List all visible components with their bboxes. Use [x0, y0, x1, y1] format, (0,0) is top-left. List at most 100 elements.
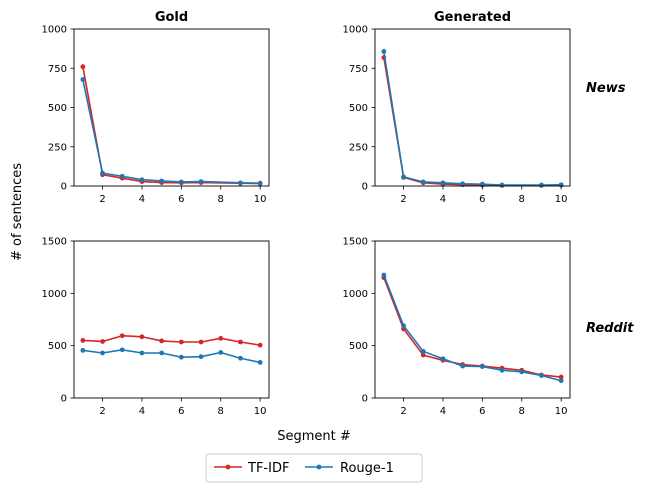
x-tick-label: 2 — [400, 406, 406, 417]
data-point-rouge1-reddit-gold — [139, 350, 145, 356]
data-point-rouge1-reddit-gold — [119, 347, 125, 353]
panel-title-news-generated: Generated — [434, 10, 511, 25]
panel-reddit-generated: 2 4 6 8 10 0 500 1000 1500 — [343, 237, 571, 417]
data-point-rouge1-news-generated — [401, 174, 406, 180]
data-point-rouge1-news-gold — [159, 178, 165, 184]
data-point-rouge1-reddit-generated — [401, 323, 406, 329]
series-line-rouge1-reddit-gold — [82, 349, 261, 364]
data-point-tfidf-reddit-generated — [558, 374, 564, 380]
data-point-tfidf-reddit-gold — [218, 335, 224, 341]
x-tick-label: 10 — [555, 406, 568, 417]
data-point-rouge1-news-gold — [119, 173, 125, 179]
x-tick-label: 10 — [555, 194, 568, 205]
series-line-tfidf-news-generated — [383, 57, 562, 187]
x-tick-label: 8 — [519, 194, 525, 205]
data-point-tfidf-reddit-gold — [100, 339, 105, 344]
axes-frame-reddit-generated — [374, 240, 571, 399]
data-point-rouge1-news-gold — [238, 180, 243, 186]
data-point-rouge1-reddit-generated — [519, 369, 525, 375]
y-tick-label: 1500 — [42, 237, 67, 248]
data-point-rouge1-news-generated — [539, 182, 544, 188]
x-tick-label: 8 — [218, 406, 224, 417]
x-tick-label: 4 — [139, 406, 145, 417]
x-tick-label: 6 — [479, 406, 485, 417]
data-point-tfidf-reddit-gold — [178, 339, 184, 345]
data-point-tfidf-reddit-gold — [80, 338, 86, 343]
legend-entry-tfidf: TF-IDF — [247, 461, 289, 476]
data-point-rouge1-reddit-generated — [479, 364, 485, 369]
data-point-rouge1-reddit-generated — [499, 367, 505, 373]
data-point-rouge1-news-generated — [381, 49, 387, 54]
x-tick-label: 4 — [440, 406, 446, 417]
data-point-rouge1-news-generated — [460, 181, 466, 187]
y-tick-label: 1500 — [343, 237, 368, 248]
x-tick-label: 8 — [218, 194, 224, 205]
shared-x-axis-label: Segment # — [277, 429, 351, 444]
data-point-rouge1-news-gold — [257, 180, 263, 186]
axes-frame-news-generated — [374, 28, 571, 187]
x-tick-label: 6 — [479, 194, 485, 205]
data-point-rouge1-news-gold — [178, 179, 184, 185]
data-point-rouge1-news-gold — [139, 177, 145, 183]
legend-marker-tfidf — [225, 464, 231, 470]
panel-title-news-gold: Gold — [155, 10, 188, 25]
data-point-rouge1-news-gold — [100, 170, 105, 176]
legend: TF-IDF Rouge-1 — [205, 453, 423, 483]
y-tick-label: 250 — [48, 142, 67, 153]
panel-news-gold: 2 4 6 8 10 0 250 500 750 1000 Gold — [42, 10, 270, 205]
x-tick-label: 2 — [400, 194, 406, 205]
data-point-tfidf-reddit-gold — [198, 339, 204, 345]
series-line-tfidf-news-gold — [82, 66, 261, 185]
data-point-rouge1-reddit-gold — [238, 355, 243, 361]
y-tick-label: 0 — [61, 394, 67, 405]
x-tick-label: 10 — [254, 406, 267, 417]
y-tick-label: 1000 — [42, 289, 67, 300]
data-point-tfidf-reddit-gold — [159, 338, 165, 344]
x-tick-label: 2 — [99, 194, 105, 205]
y-tick-label: 0 — [61, 182, 67, 193]
panel-reddit-gold: 2 4 6 8 10 0 500 1000 1500 — [42, 237, 270, 417]
y-tick-label: 750 — [48, 64, 67, 75]
row-label-reddit: Reddit — [586, 321, 634, 336]
x-tick-label: 6 — [178, 406, 184, 417]
data-point-rouge1-reddit-gold — [178, 354, 184, 360]
data-point-rouge1-news-generated — [499, 182, 505, 188]
y-tick-label: 500 — [349, 341, 368, 352]
data-point-rouge1-news-gold — [80, 77, 86, 82]
data-point-rouge1-reddit-gold — [80, 347, 86, 353]
data-point-rouge1-news-generated — [479, 181, 485, 187]
y-tick-label: 1000 — [42, 25, 67, 36]
data-point-rouge1-reddit-gold — [198, 354, 204, 360]
data-point-tfidf-reddit-gold — [257, 342, 263, 348]
data-point-rouge1-reddit-gold — [218, 350, 224, 355]
shared-y-axis-label: # of sentences — [10, 163, 25, 261]
legend-marker-rouge1 — [316, 464, 322, 470]
y-tick-label: 0 — [362, 394, 368, 405]
legend-frame — [205, 453, 423, 483]
data-point-rouge1-reddit-generated — [558, 378, 564, 384]
x-tick-label: 2 — [99, 406, 105, 417]
series-line-rouge1-reddit-generated — [383, 274, 562, 382]
data-point-rouge1-reddit-gold — [257, 360, 263, 365]
data-point-tfidf-reddit-gold — [139, 334, 145, 340]
row-label-news: News — [586, 81, 626, 96]
data-point-rouge1-reddit-generated — [420, 349, 426, 354]
data-point-tfidf-news-gold — [80, 64, 86, 70]
y-tick-label: 500 — [48, 103, 67, 114]
x-tick-label: 4 — [139, 194, 145, 205]
series-line-rouge1-news-generated — [383, 51, 562, 186]
series-line-tfidf-reddit-gold — [82, 334, 261, 346]
axes-frame-news-gold — [73, 28, 270, 187]
y-tick-label: 500 — [48, 341, 67, 352]
series-line-tfidf-reddit-generated — [383, 277, 562, 378]
legend-entry-rouge1: Rouge-1 — [340, 461, 394, 476]
x-tick-label: 6 — [178, 194, 184, 205]
data-point-tfidf-reddit-gold — [238, 339, 243, 345]
data-point-rouge1-reddit-generated — [460, 363, 466, 369]
axes-frame-reddit-gold — [73, 240, 270, 399]
data-point-tfidf-reddit-generated — [420, 352, 426, 358]
data-point-rouge1-reddit-generated — [440, 356, 446, 362]
y-tick-label: 250 — [349, 142, 368, 153]
